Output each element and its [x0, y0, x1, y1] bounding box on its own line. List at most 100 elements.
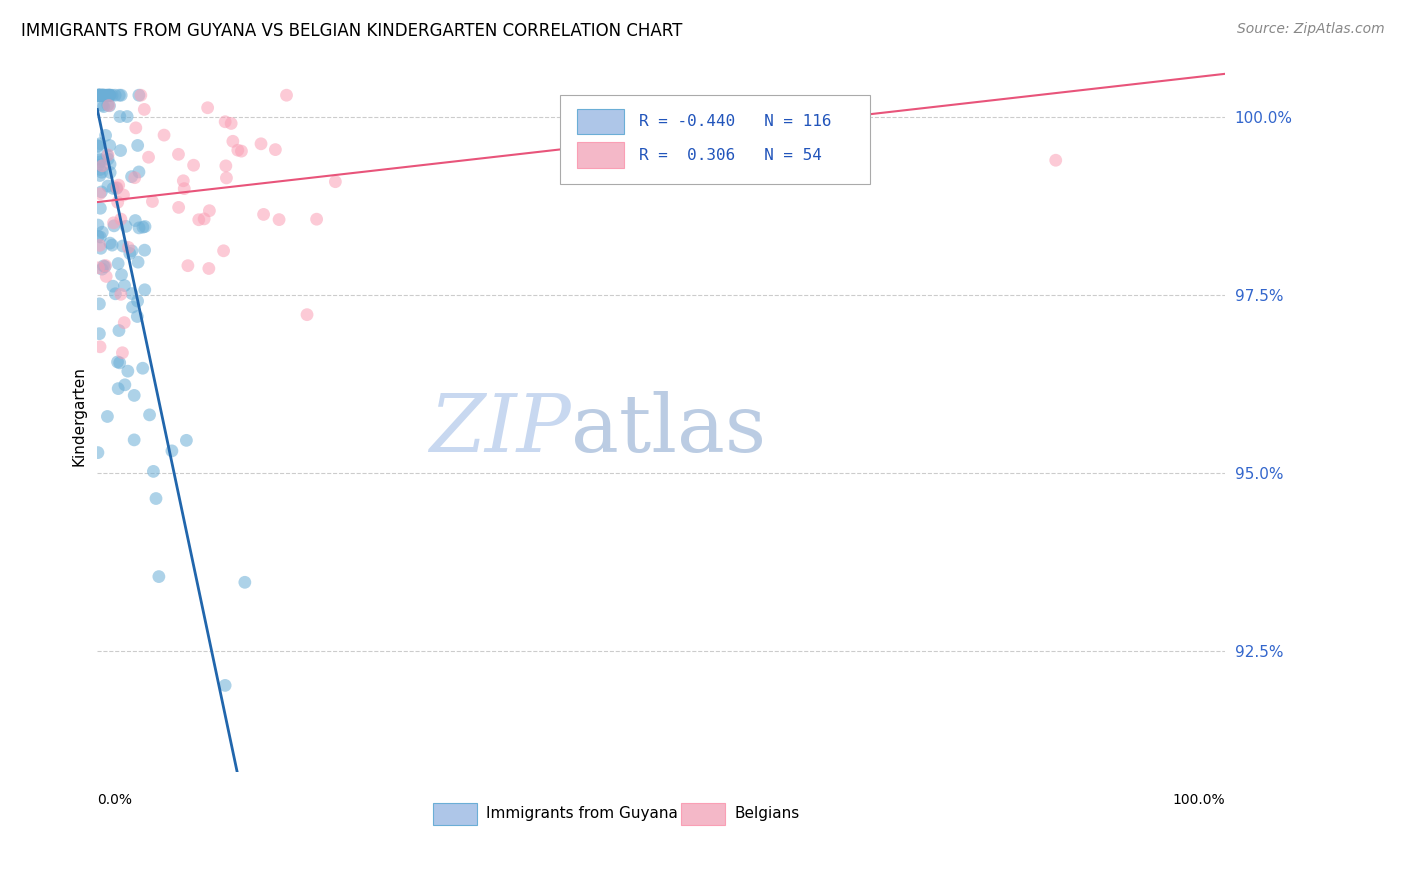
Point [89, 326, 111, 341]
Point [103, 219, 125, 233]
Point [96, 88, 118, 103]
Point [110, 212, 132, 227]
Text: ZIP: ZIP [429, 392, 571, 469]
Point [193, 211, 215, 226]
Point [112, 188, 135, 202]
Point [98, 138, 121, 153]
Point [91, 262, 114, 277]
Point [121, 169, 143, 184]
Point [212, 244, 235, 258]
Point [96, 409, 118, 424]
FancyBboxPatch shape [576, 142, 624, 168]
Point [89, 169, 111, 183]
Point [127, 294, 149, 309]
Point [408, 786, 430, 800]
Point [276, 88, 298, 103]
Point [89, 340, 111, 354]
Point [89, 201, 111, 215]
Point [87, 260, 110, 275]
Point [94, 259, 117, 273]
Point [121, 244, 143, 258]
Point [94, 88, 117, 103]
Point [219, 116, 242, 130]
Point [93, 88, 115, 103]
FancyBboxPatch shape [433, 803, 477, 825]
Point [90, 185, 112, 199]
Point [142, 464, 165, 478]
Text: 0.0%: 0.0% [97, 793, 132, 807]
Point [98, 88, 121, 103]
Point [114, 377, 136, 392]
Point [325, 175, 347, 189]
Text: Source: ZipAtlas.com: Source: ZipAtlas.com [1237, 22, 1385, 37]
Point [295, 308, 318, 322]
Point [94, 260, 117, 274]
Point [87, 88, 110, 103]
Point [121, 286, 143, 301]
Point [97, 88, 120, 103]
Point [110, 268, 132, 282]
FancyBboxPatch shape [682, 803, 725, 825]
Point [101, 238, 124, 252]
Point [305, 212, 328, 227]
Point [90, 241, 112, 255]
Point [117, 240, 139, 254]
Point [91, 88, 114, 103]
Point [127, 310, 149, 324]
Point [134, 219, 156, 234]
Point [89, 186, 111, 201]
Point [90, 165, 112, 179]
Point [226, 143, 249, 157]
Point [125, 120, 148, 135]
Point [145, 491, 167, 506]
Point [111, 239, 134, 253]
Point [108, 356, 131, 370]
Point [105, 181, 128, 195]
Point [104, 88, 127, 103]
Point [89, 88, 111, 103]
Point [91, 88, 114, 103]
Point [167, 201, 190, 215]
Point [128, 220, 150, 235]
Point [87, 151, 110, 165]
Point [93, 99, 115, 113]
Y-axis label: Kindergarten: Kindergarten [72, 366, 86, 466]
Point [141, 194, 163, 209]
Point [90, 154, 112, 169]
Point [89, 297, 111, 311]
Point [128, 88, 150, 103]
Point [97, 152, 120, 166]
Point [96, 269, 118, 284]
Point [90, 88, 112, 103]
Point [197, 101, 219, 115]
FancyBboxPatch shape [576, 109, 624, 135]
Point [107, 355, 129, 369]
Point [115, 219, 138, 234]
Point [107, 195, 129, 210]
Point [87, 88, 110, 103]
Point [91, 88, 114, 103]
Point [105, 180, 128, 194]
Point [101, 181, 124, 195]
Point [98, 88, 121, 103]
Point [177, 259, 200, 273]
Point [160, 443, 183, 458]
Point [215, 159, 238, 173]
Point [134, 103, 156, 117]
Point [167, 147, 190, 161]
Point [122, 433, 145, 447]
Point [115, 110, 138, 124]
Point [111, 345, 134, 359]
Point [131, 361, 153, 376]
Point [87, 88, 110, 103]
Point [231, 144, 253, 158]
Point [103, 216, 125, 230]
Point [89, 153, 111, 167]
Point [112, 316, 135, 330]
Point [121, 300, 143, 314]
Point [93, 88, 115, 103]
Point [91, 88, 114, 103]
Point [127, 138, 149, 153]
Point [267, 212, 290, 227]
Point [94, 128, 117, 143]
